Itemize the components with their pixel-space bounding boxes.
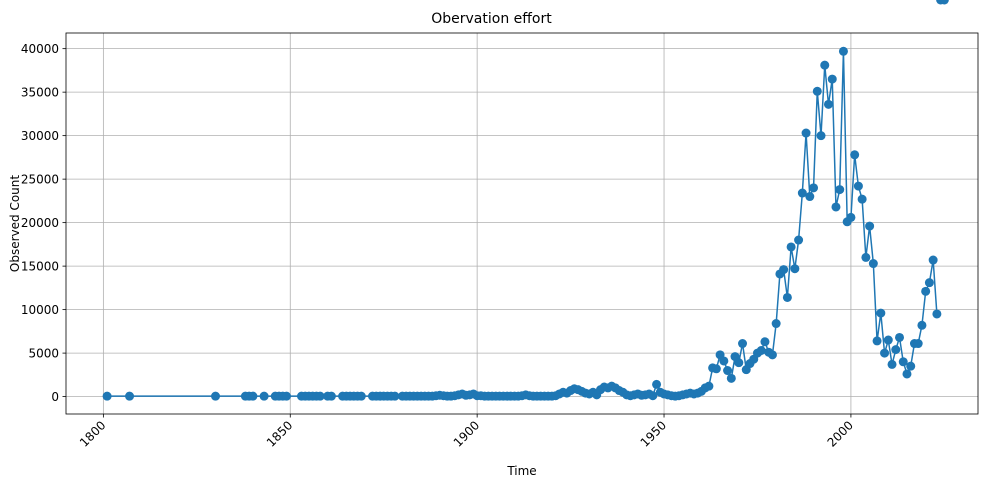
data-point <box>797 188 807 198</box>
data-point <box>891 345 901 355</box>
x-tick-label: 1900 <box>451 418 482 449</box>
data-point <box>771 319 781 329</box>
data-point <box>790 264 800 274</box>
data-point <box>838 46 848 56</box>
data-point <box>723 366 733 376</box>
data-point <box>726 373 736 383</box>
x-tick-label: 1950 <box>638 418 669 449</box>
data-point <box>898 357 908 367</box>
data-point <box>865 221 875 231</box>
data-point <box>913 339 923 349</box>
x-axis-label: Time <box>506 464 536 478</box>
data-point <box>917 320 927 330</box>
data-point <box>861 252 871 262</box>
y-tick-label: 20000 <box>21 216 59 230</box>
data-point <box>902 369 912 379</box>
data-point <box>805 192 815 202</box>
data-point <box>326 391 336 401</box>
data-point <box>390 391 400 401</box>
data-point <box>868 259 878 269</box>
data-point <box>756 346 766 355</box>
plot-frame <box>65 32 979 415</box>
data-point <box>921 286 931 296</box>
data-point <box>827 74 837 84</box>
y-tick-label: 40000 <box>21 42 59 56</box>
data-point <box>102 391 112 401</box>
series-line <box>107 50 938 397</box>
data-point <box>738 339 748 349</box>
y-axis-label: Observed Count <box>8 175 22 272</box>
data-point <box>782 292 792 302</box>
y-tick-label: 15000 <box>21 260 59 274</box>
data-point <box>906 361 916 371</box>
data-point <box>939 0 949 5</box>
chart-title: Obervation effort <box>431 11 552 27</box>
data-point <box>876 308 886 318</box>
data-point <box>820 60 830 70</box>
data-point <box>928 255 938 265</box>
data-point <box>125 391 135 401</box>
grid <box>66 33 978 414</box>
x-tick-label: 2000 <box>825 418 856 449</box>
data-point <box>887 359 897 369</box>
data-point <box>850 150 860 160</box>
data-point <box>211 391 221 401</box>
data-point <box>853 181 863 191</box>
y-tick-label: 5000 <box>28 347 59 361</box>
data-point <box>794 235 804 245</box>
data-point <box>767 350 777 360</box>
data-point <box>835 185 845 195</box>
y-tick-label: 30000 <box>21 129 59 143</box>
data-point <box>801 128 811 138</box>
series-group <box>102 0 949 401</box>
x-axis: 1800 1850 1900 1950 2000 <box>77 414 856 450</box>
data-point <box>652 379 662 389</box>
data-point <box>823 99 833 109</box>
data-point <box>846 212 856 222</box>
y-tick-label: 35000 <box>21 86 59 100</box>
data-point <box>809 183 819 193</box>
data-point <box>924 278 934 288</box>
data-point <box>734 358 744 368</box>
data-point <box>857 194 867 204</box>
data-point <box>779 265 789 275</box>
data-point <box>711 364 721 374</box>
data-point <box>831 202 841 212</box>
data-point <box>932 309 942 319</box>
data-point <box>719 356 729 366</box>
data-point <box>895 332 905 342</box>
data-point <box>786 242 796 252</box>
data-point <box>812 86 822 96</box>
data-point <box>248 391 258 401</box>
data-point <box>880 348 890 358</box>
x-tick-label: 1800 <box>77 418 108 449</box>
data-point <box>883 335 893 345</box>
y-axis: 0 5000 10000 15000 20000 25000 30000 35000 40000 <box>21 42 66 404</box>
data-point <box>704 381 714 391</box>
data-point <box>356 391 366 401</box>
data-point <box>282 391 292 401</box>
data-point <box>872 336 882 346</box>
data-point <box>816 131 826 141</box>
data-point <box>760 337 770 347</box>
y-tick-label: 10000 <box>21 303 59 317</box>
data-point <box>648 391 658 401</box>
y-tick-label: 25000 <box>21 173 59 187</box>
data-point <box>259 391 269 401</box>
data-point <box>315 391 325 401</box>
x-tick-label: 1850 <box>264 418 295 449</box>
y-tick-label: 0 <box>51 390 59 404</box>
